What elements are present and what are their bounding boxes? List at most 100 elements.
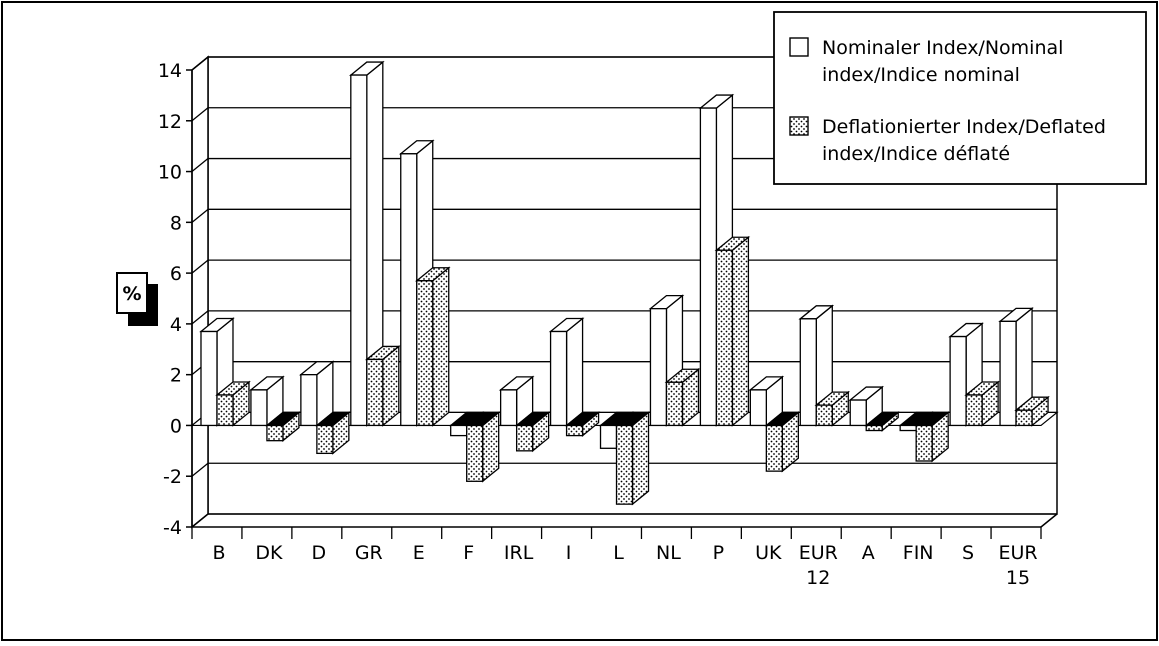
bar-deflated (764, 411, 801, 473)
side-wall (191, 55, 209, 529)
bar-deflated-front (615, 424, 634, 505)
x-tick-label: F (463, 542, 474, 564)
bar-deflated (464, 411, 501, 483)
x-tick-label: UK (755, 542, 782, 564)
gridline-side (191, 107, 209, 122)
bar-deflated-front (1015, 409, 1033, 427)
x-tick-label: 12 (806, 567, 830, 589)
bar-deflated-front (765, 424, 783, 472)
bar-nominal-front (450, 424, 468, 437)
unit-box (116, 272, 148, 314)
bar-nominal (998, 306, 1034, 427)
bar-nominal-front (599, 424, 618, 449)
y-tick-label: 8 (170, 212, 182, 234)
y-tick-label: -4 (163, 517, 182, 539)
bar-nominal-front (999, 320, 1017, 427)
bar-nominal (299, 360, 335, 427)
bar-nominal-side (565, 317, 584, 427)
bar-deflated-front (316, 424, 334, 455)
bar-nominal-front (949, 335, 967, 427)
bar-deflated (914, 411, 950, 463)
x-tick-label: NL (656, 542, 681, 564)
bar-nominal-front (350, 74, 368, 427)
bar-deflated-front (466, 424, 484, 482)
bar-deflated (964, 380, 1000, 427)
bar-nominal-front (499, 389, 518, 427)
bars (199, 60, 1050, 506)
gridline-side (191, 208, 209, 223)
gridline-side (191, 56, 209, 71)
y-tick-label: 10 (158, 162, 182, 184)
y-tick-label: 14 (158, 60, 182, 82)
bar-nominal (249, 375, 285, 427)
x-axis-depth (1040, 513, 1058, 528)
axes (186, 69, 1058, 539)
bar-deflated-front (216, 394, 234, 427)
y-axis-unit: % (122, 283, 141, 305)
bar-nominal-front (549, 330, 568, 427)
bar-nominal-front (400, 153, 418, 427)
gridline-side (191, 310, 209, 325)
labels: 14 12 10 8 6 4 2 0 -2 -4 B DK D GR E F IRL I L NL P UK EUR 12 A F… (116, 60, 1038, 589)
bar-deflated-front (915, 424, 933, 462)
x-tick-label: P (713, 542, 724, 564)
bar-nominal-front (200, 330, 218, 427)
bar-deflated (714, 235, 751, 427)
bar-deflated-side (631, 411, 650, 506)
gridline-side (191, 259, 209, 274)
bar-nominal-front (799, 318, 817, 427)
bar-nominal-front (649, 308, 668, 427)
bar-nominal-front (250, 389, 268, 427)
bar-deflated-front (715, 249, 734, 427)
bar-deflated-front (565, 424, 584, 437)
bar-nominal (498, 375, 535, 427)
x-tick-label: B (212, 542, 225, 564)
x-tick-label: EUR (799, 542, 838, 564)
y-tick-label: 6 (170, 263, 182, 285)
gridline-side (191, 513, 209, 528)
bar-nominal (748, 375, 785, 427)
bar-nominal (548, 317, 585, 427)
bar-deflated (315, 411, 351, 455)
bar-deflated-front (266, 424, 284, 442)
legend-label: index/Indice déflaté (822, 143, 1010, 165)
bar-nominal-front (849, 399, 867, 427)
bar-deflated-side (731, 235, 750, 427)
bar-deflated (265, 411, 301, 443)
bar-deflated-front (865, 424, 883, 432)
x-tick-label: DK (255, 542, 283, 564)
bar-deflated-front (815, 404, 833, 427)
bar-nominal-front (300, 374, 318, 427)
bar-deflated (814, 390, 851, 427)
legend-label: Deflationierter Index/Deflated (822, 116, 1106, 138)
gridline-side (191, 462, 209, 477)
bar-nominal-front (699, 107, 718, 427)
gridline-side (191, 158, 209, 173)
x-tick-label: 15 (1006, 567, 1030, 589)
legend-label: index/Indice nominal (822, 64, 1020, 86)
bar-nominal-front (899, 424, 917, 432)
bar-deflated (215, 380, 251, 427)
bar-deflated-front (665, 381, 684, 427)
x-tick-label: S (962, 542, 974, 564)
legend-label: Nominaler Index/Nominal (822, 37, 1063, 59)
y-tick-label: 12 (158, 111, 182, 133)
x-tick-label: FIN (903, 542, 934, 564)
legend-box (773, 11, 1147, 185)
bar-nominal-front (749, 389, 767, 427)
bar-deflated (414, 266, 451, 427)
bar-deflated (364, 345, 401, 427)
x-tick-label: A (862, 542, 875, 564)
y-tick-label: 2 (170, 365, 182, 387)
bar-deflated (864, 411, 901, 432)
x-tick-label: EUR (998, 542, 1037, 564)
y-tick-label: 4 (170, 314, 182, 336)
y-tick-label: -2 (163, 466, 182, 488)
x-tick-label: I (566, 542, 572, 564)
bar-deflated-front (416, 280, 434, 427)
bar-deflated-front (515, 424, 534, 452)
x-tick-label: E (413, 542, 425, 564)
legend-swatch (789, 37, 809, 57)
